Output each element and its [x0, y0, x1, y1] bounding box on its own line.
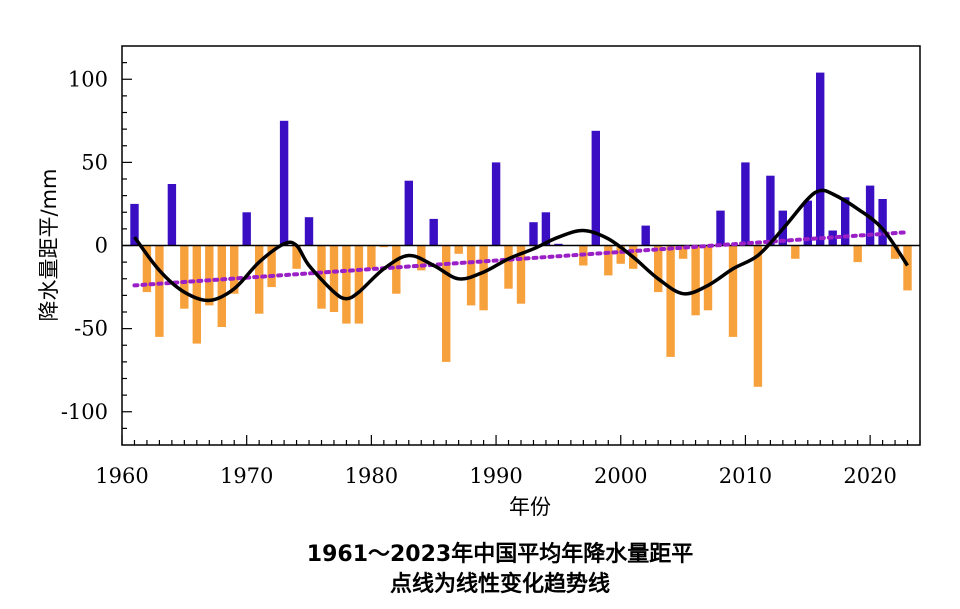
bar-1981	[379, 245, 388, 248]
bar-2008	[716, 210, 725, 246]
bar-1972	[267, 245, 276, 288]
y-axis: -100 -50 0 50 100	[61, 62, 132, 429]
bar-1991	[504, 245, 513, 289]
bar-2003	[654, 245, 663, 293]
bar-1980	[367, 245, 376, 269]
caption-subtitle: 点线为线性变化趋势线	[390, 571, 610, 597]
bar-1965	[180, 245, 189, 309]
x-axis: 1960 1970 1980 1990 2000 2010 2020	[95, 435, 921, 488]
x-tick-label: 1970	[220, 464, 273, 488]
bar-2012	[766, 175, 775, 246]
bar-2011	[753, 245, 763, 387]
bar-2004	[666, 245, 675, 357]
x-tick-label: 1990	[469, 464, 522, 488]
bar-1977	[329, 245, 339, 312]
bar-1999	[604, 245, 613, 276]
bar-1985	[429, 218, 438, 246]
bar-1978	[342, 245, 351, 324]
bar-1990	[491, 162, 501, 246]
bar-2014	[791, 245, 800, 259]
bar-1962	[142, 245, 152, 293]
bar-1963	[155, 245, 164, 337]
x-tick-label: 1980	[345, 464, 398, 488]
x-tick-label: 2020	[843, 464, 896, 488]
bar-1994	[541, 212, 551, 246]
x-tick-label: 2000	[594, 464, 647, 488]
bar-2023	[903, 245, 912, 291]
bar-1982	[392, 245, 401, 294]
bar-2021	[878, 199, 887, 246]
bar-2022	[890, 245, 900, 259]
bar-1995	[554, 243, 563, 246]
bar-1968	[217, 245, 226, 327]
bar-2010	[741, 162, 750, 246]
smooth-curve	[133, 188, 909, 303]
caption-title: 1961～2023年中国平均年降水量距平	[307, 541, 693, 567]
bar-2016	[816, 72, 825, 246]
x-axis-title: 年份	[509, 495, 551, 519]
bar-1986	[442, 245, 451, 362]
bar-1992	[516, 245, 526, 304]
bar-group	[130, 72, 912, 387]
bar-1971	[255, 245, 264, 314]
bar-2007	[703, 245, 713, 311]
y-tick-label: 50	[81, 150, 108, 174]
bar-2005	[678, 245, 688, 259]
bar-1969	[230, 245, 239, 294]
bar-1961	[130, 203, 139, 246]
bar-1975	[304, 217, 314, 246]
y-tick-label: 0	[95, 234, 108, 258]
bar-2006	[691, 245, 700, 316]
bar-1993	[529, 222, 538, 246]
trend-line	[132, 230, 910, 288]
bar-1987	[454, 245, 463, 254]
bar-1979	[354, 245, 364, 324]
bar-1976	[317, 245, 326, 309]
y-tick-label: -100	[61, 400, 108, 424]
bar-1970	[242, 212, 251, 246]
bar-1989	[479, 245, 488, 311]
y-axis-title: 降水量距平/mm	[37, 169, 61, 322]
bar-2018	[841, 197, 850, 246]
bar-1966	[192, 245, 201, 344]
bar-1974	[292, 245, 301, 269]
bar-2002	[641, 225, 650, 246]
y-tick-label: 100	[68, 67, 108, 91]
bar-1967	[205, 245, 214, 306]
bar-1998	[591, 130, 600, 246]
bar-2000	[616, 245, 625, 264]
x-tick-label: 2010	[719, 464, 772, 488]
bar-2015	[803, 200, 812, 246]
bar-2019	[853, 245, 862, 263]
x-tick-label: 1960	[95, 464, 148, 488]
bar-1983	[404, 180, 413, 246]
bar-1973	[279, 120, 289, 246]
y-tick-label: -50	[74, 317, 108, 341]
bar-1964	[167, 184, 177, 246]
bar-2009	[728, 245, 738, 337]
